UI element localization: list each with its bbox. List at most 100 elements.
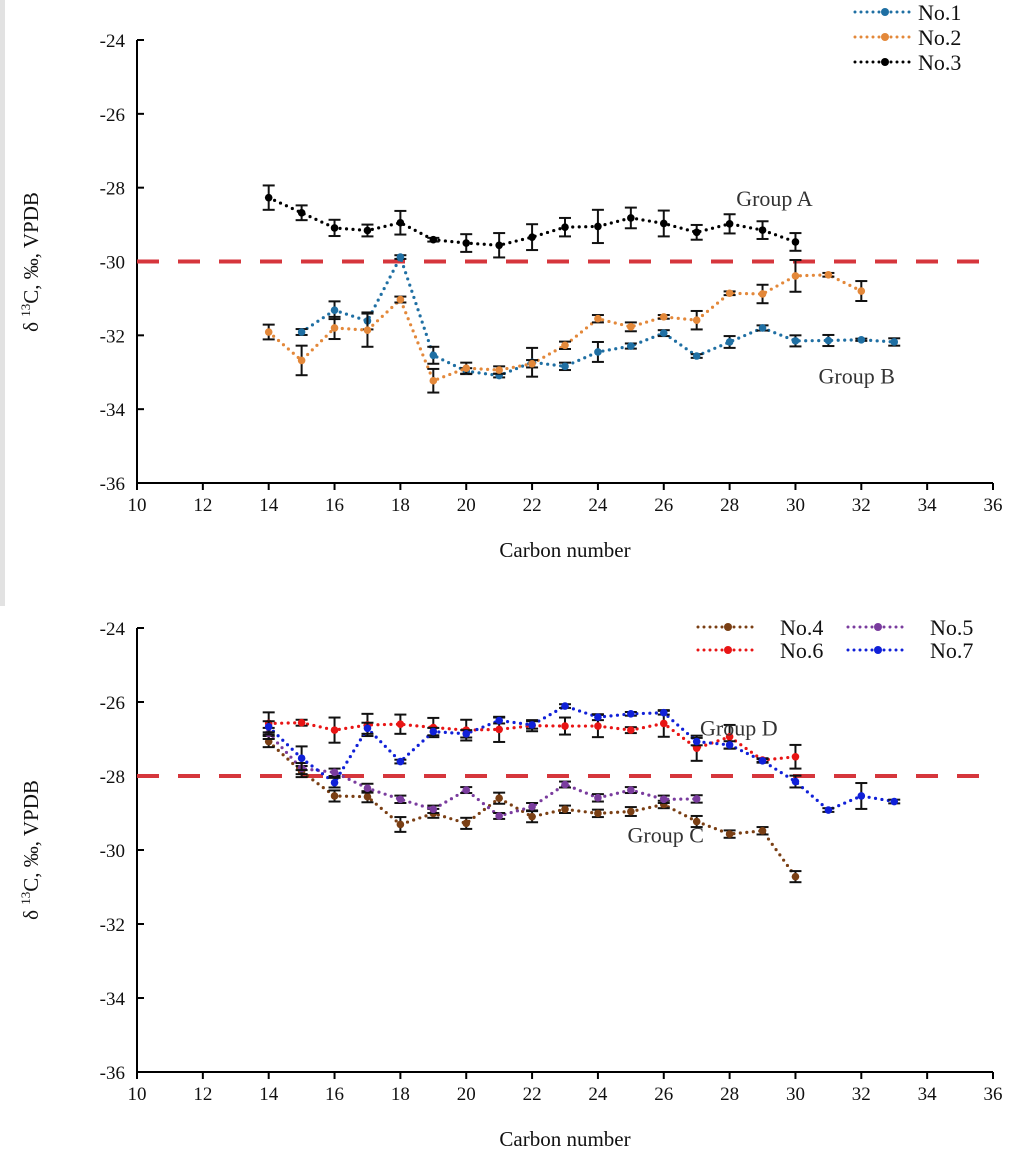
legend-label: No.6 — [780, 638, 823, 663]
data-point — [758, 757, 767, 765]
series-line — [267, 704, 896, 812]
data-point — [857, 335, 866, 344]
series-no5 — [262, 726, 703, 820]
data-point — [627, 807, 635, 816]
legend-item: No.5 — [846, 615, 973, 640]
data-point — [659, 313, 668, 321]
x-tick-label: 22 — [523, 495, 542, 516]
legend-marker — [881, 33, 889, 41]
chart-bottom: Carbon number δ 13C, ‰, VPDB -24 -26 -28 -3… — [18, 615, 1003, 1151]
y-axis-title: δ 13C, ‰, VPDB — [18, 780, 43, 920]
data-point — [462, 364, 471, 372]
data-point — [495, 812, 503, 820]
data-point — [495, 241, 503, 250]
legend-label: No.7 — [930, 638, 973, 663]
series-no2 — [262, 259, 868, 394]
data-point — [363, 724, 372, 733]
x-tick-label: 28 — [720, 495, 739, 516]
data-point — [692, 316, 701, 324]
data-point — [396, 795, 405, 804]
data-point — [396, 757, 405, 766]
series-line — [267, 731, 699, 818]
data-point — [692, 352, 701, 360]
legend-marker — [881, 58, 889, 66]
y-axis-title-sup: 13 — [18, 892, 33, 905]
data-point — [627, 323, 635, 331]
y-tick-label: -30 — [100, 253, 125, 274]
x-tick-label: 20 — [457, 495, 476, 516]
data-point — [330, 306, 339, 315]
x-tick-label: 24 — [588, 1084, 608, 1105]
data-point — [659, 708, 668, 717]
data-point — [429, 376, 438, 385]
data-point — [429, 351, 438, 360]
x-tick-label: 24 — [588, 495, 608, 516]
data-point — [495, 366, 503, 374]
data-point — [758, 290, 767, 298]
data-point — [561, 780, 569, 789]
data-point — [363, 784, 372, 793]
series-line — [267, 196, 798, 247]
data-point — [330, 224, 339, 232]
data-point — [791, 337, 800, 345]
data-point — [824, 806, 833, 814]
x-tick-label: 34 — [918, 1084, 938, 1105]
data-point — [528, 721, 536, 729]
data-point — [462, 730, 471, 738]
data-point — [791, 752, 800, 761]
data-point — [890, 797, 899, 806]
data-point — [429, 727, 438, 736]
data-point — [758, 226, 767, 234]
data-point — [528, 802, 536, 811]
data-point — [758, 826, 767, 835]
data-point — [594, 722, 602, 730]
legend-marker — [874, 623, 882, 631]
data-point — [594, 314, 602, 323]
data-point — [462, 819, 471, 828]
x-tick-label: 26 — [654, 1084, 673, 1105]
y-tick-label: -24 — [100, 619, 126, 640]
x-tick-label: 16 — [325, 1084, 344, 1105]
legend-label: No.2 — [918, 25, 961, 50]
group-annotation: Group D — [700, 715, 778, 740]
y-tick-label: -26 — [100, 105, 125, 126]
data-point — [659, 795, 668, 804]
data-point — [725, 220, 734, 228]
x-tick-label: 16 — [325, 495, 344, 516]
x-axis-title: Carbon number — [499, 1127, 630, 1151]
data-point — [725, 289, 734, 298]
data-point — [627, 726, 635, 734]
legend-label: No.4 — [780, 615, 823, 640]
data-point — [561, 722, 569, 730]
x-tick-label: 28 — [720, 1084, 739, 1105]
data-point — [561, 362, 569, 371]
legend-marker — [724, 623, 732, 631]
data-point — [594, 809, 602, 818]
series-no1 — [295, 252, 901, 380]
data-point — [561, 341, 569, 350]
y-axis-title-prefix: δ — [19, 905, 43, 920]
group-annotation: Group A — [736, 186, 813, 211]
data-point — [857, 287, 866, 295]
x-tick-label: 18 — [391, 1084, 410, 1105]
data-point — [495, 794, 503, 802]
legend-item: No.7 — [846, 638, 973, 663]
data-point — [528, 359, 536, 368]
legend-item: No.1 — [853, 0, 961, 25]
series-no7 — [262, 702, 901, 814]
y-tick-label: -24 — [100, 31, 126, 52]
data-point — [692, 744, 701, 753]
data-point — [330, 792, 339, 800]
y-tick-label: -36 — [100, 1063, 125, 1084]
group-annotation: Group B — [819, 363, 895, 388]
data-point — [824, 270, 833, 279]
left-frame-strip — [0, 0, 5, 606]
data-point — [725, 830, 734, 838]
data-point — [396, 820, 405, 829]
data-point — [791, 272, 800, 280]
group-annotation: Group C — [628, 823, 704, 848]
legend-label: No.1 — [918, 0, 961, 25]
x-tick-label: 10 — [128, 1084, 147, 1105]
data-point — [659, 719, 668, 728]
